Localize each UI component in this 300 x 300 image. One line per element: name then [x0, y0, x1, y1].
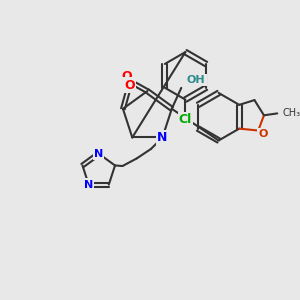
Text: O: O [121, 70, 132, 83]
Text: N: N [84, 180, 93, 190]
Text: O: O [124, 79, 135, 92]
Text: Cl: Cl [179, 113, 192, 126]
Text: CH₃: CH₃ [282, 108, 300, 118]
Text: N: N [157, 131, 168, 144]
Text: N: N [94, 149, 104, 159]
Text: OH: OH [187, 75, 206, 85]
Text: O: O [258, 129, 268, 139]
